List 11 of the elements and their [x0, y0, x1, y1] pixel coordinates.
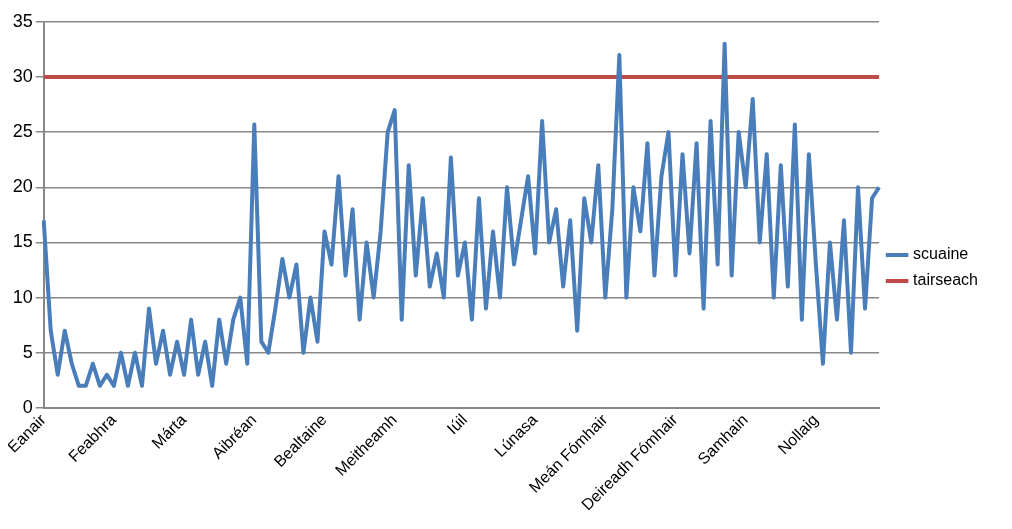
legend-label: scuaine: [913, 245, 969, 263]
x-tick-label: Iúil: [443, 410, 471, 438]
y-tick-label: 35: [12, 10, 33, 31]
y-tick-label: 30: [12, 65, 33, 86]
y-tick-label: 5: [22, 341, 33, 362]
y-tick-label: 10: [12, 286, 33, 307]
y-tick-label: 20: [12, 176, 33, 197]
y-tick-label: 15: [12, 231, 33, 252]
y-tick-label: 25: [12, 121, 33, 142]
y-tick-label: 0: [22, 396, 33, 417]
legend-label: tairseach: [913, 271, 978, 289]
